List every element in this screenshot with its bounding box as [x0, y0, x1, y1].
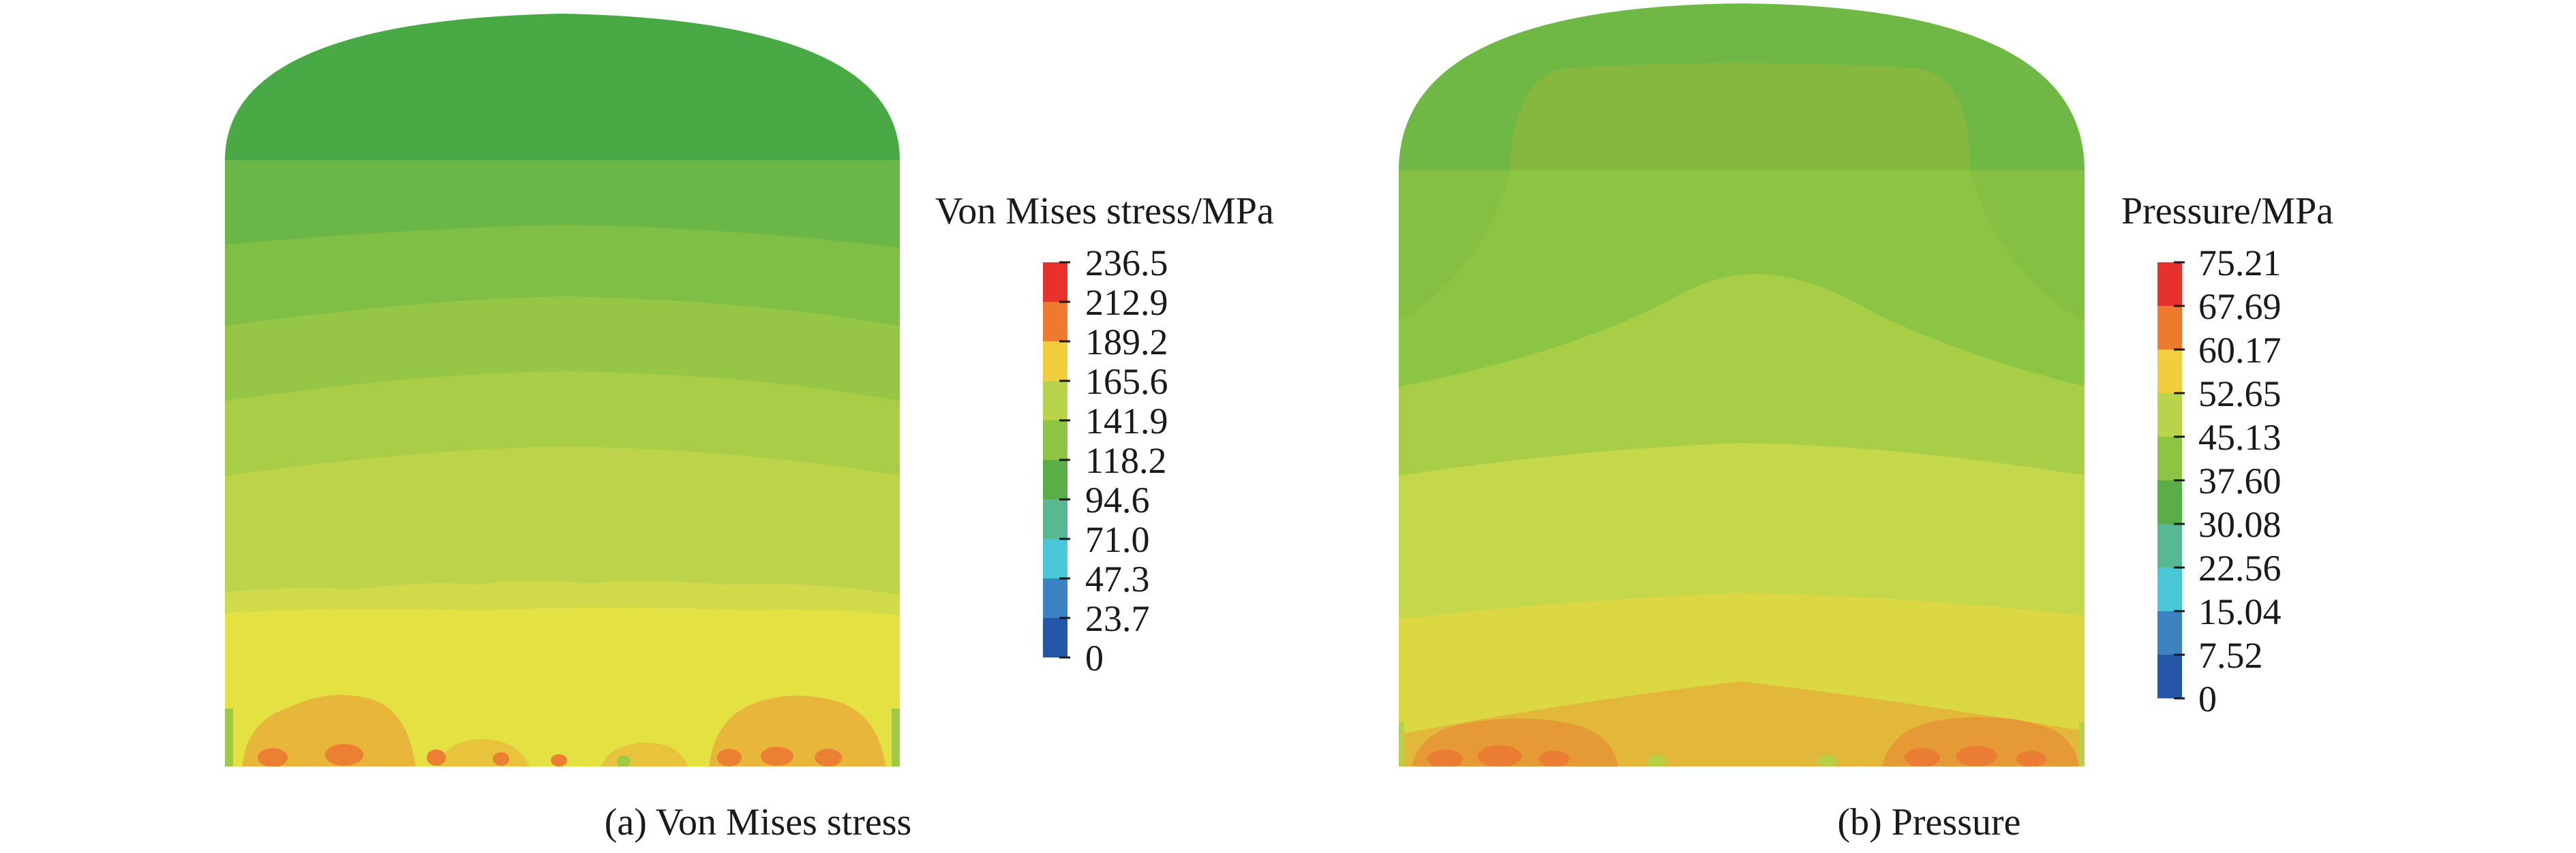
pressure-dome-inner	[1510, 63, 1970, 170]
legend-pressure-label: 7.52	[2198, 635, 2263, 676]
pressure-peaks	[1427, 745, 2046, 766]
pressure-band-1-top-r	[1970, 170, 2085, 327]
legend-pressure-label: 0	[2198, 679, 2217, 719]
pressure-band-1-top	[1399, 170, 1510, 327]
legend-stress-swatch	[1043, 460, 1067, 499]
legend-stress-swatch	[1043, 341, 1067, 381]
legend-pressure-label: 15.04	[2198, 591, 2282, 632]
legend-pressure-values: 75.2167.6960.1752.6545.1337.6030.0822.56…	[2174, 243, 2282, 719]
legend-pressure-label: 30.08	[2198, 504, 2282, 545]
legend-stress-label: 118.2	[1085, 440, 1167, 481]
legend-stress-colorbar	[1043, 262, 1067, 657]
stress-contour-plot	[225, 14, 900, 766]
legend-stress-label: 141.9	[1085, 401, 1168, 441]
legend-pressure: Pressure/MPa 75.2167.6960.1752.6545.1337…	[2121, 190, 2333, 719]
legend-stress-label: 94.6	[1085, 480, 1150, 521]
pressure-edge-spots	[1399, 722, 2085, 766]
stress-hotspot-right	[709, 696, 886, 766]
legend-stress-swatch	[1043, 302, 1067, 341]
legend-pressure-swatch	[2157, 437, 2182, 480]
legend-stress-swatch	[1043, 381, 1067, 420]
legend-pressure-label: 75.21	[2198, 243, 2282, 283]
legend-stress: Von Mises stress/MPa 236.5212.9189.2165.…	[935, 190, 1274, 679]
caption-pressure: (b) Pressure	[1837, 801, 2020, 843]
legend-stress-swatch	[1043, 578, 1067, 618]
legend-pressure-swatch	[2157, 524, 2182, 568]
legend-stress-label: 236.5	[1085, 243, 1168, 283]
legend-pressure-label: 60.17	[2198, 330, 2282, 371]
legend-stress-label: 23.7	[1085, 598, 1150, 639]
legend-stress-label: 47.3	[1085, 559, 1150, 600]
legend-pressure-swatch	[2157, 393, 2182, 437]
caption-von-mises: (a) Von Mises stress	[605, 801, 912, 843]
legend-pressure-label: 52.65	[2198, 373, 2282, 414]
legend-pressure-swatch	[2157, 611, 2182, 655]
legend-pressure-swatch	[2157, 306, 2182, 350]
legend-pressure-swatch	[2157, 480, 2182, 524]
legend-pressure-label: 67.69	[2198, 286, 2282, 327]
legend-stress-label: 0	[1085, 638, 1104, 679]
legend-pressure-swatch	[2157, 568, 2182, 611]
legend-pressure-label: 22.56	[2198, 548, 2282, 589]
legend-pressure-swatch	[2157, 655, 2182, 698]
legend-stress-label: 212.9	[1085, 282, 1168, 323]
legend-stress-swatch	[1043, 499, 1067, 539]
legend-stress-title: Von Mises stress/MPa	[935, 190, 1274, 232]
legend-stress-swatch	[1043, 420, 1067, 460]
stress-edge-spots	[225, 709, 900, 766]
legend-stress-label: 165.6	[1085, 361, 1168, 402]
stress-peaks	[258, 744, 842, 766]
legend-pressure-swatch	[2157, 350, 2182, 393]
stress-hotspot-left	[242, 695, 416, 766]
legend-stress-swatch	[1043, 539, 1067, 578]
legend-stress-label: 71.0	[1085, 519, 1150, 560]
legend-stress-swatch	[1043, 262, 1067, 302]
legend-stress-values: 236.5212.9189.2165.6141.9118.294.671.047…	[1059, 243, 1168, 679]
pressure-contour-plot	[1399, 3, 2085, 766]
stress-band-dome	[225, 14, 900, 164]
legend-pressure-title: Pressure/MPa	[2121, 190, 2333, 232]
legend-stress-label: 189.2	[1085, 322, 1168, 362]
legend-pressure-colorbar	[2157, 262, 2182, 698]
legend-pressure-label: 45.13	[2198, 417, 2282, 458]
legend-pressure-swatch	[2157, 262, 2182, 306]
legend-stress-swatch	[1043, 618, 1067, 657]
legend-pressure-label: 37.60	[2198, 461, 2282, 501]
